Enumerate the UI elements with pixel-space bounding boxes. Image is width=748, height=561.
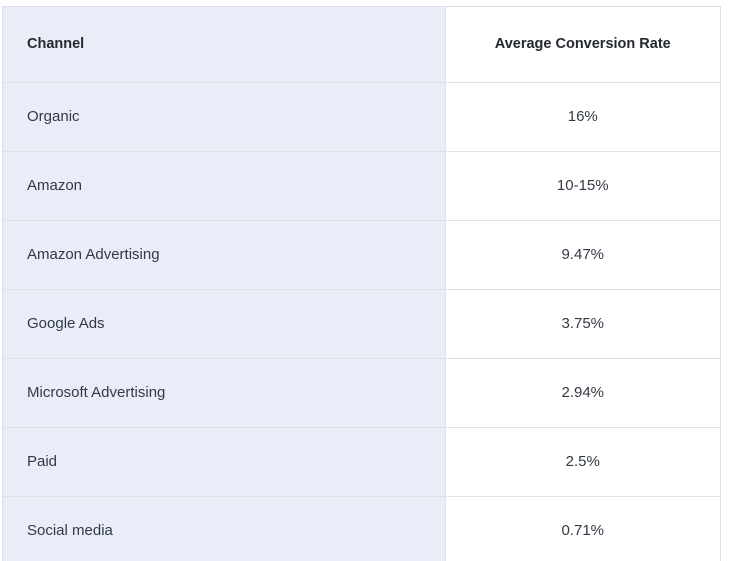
- channel-cell: Organic: [3, 82, 445, 152]
- rate-cell: 3.75%: [444, 289, 720, 359]
- rate-cell: 16%: [444, 82, 720, 152]
- header-average-conversion-rate: Average Conversion Rate: [444, 7, 720, 83]
- table-row: Amazon 10-15%: [3, 151, 720, 221]
- rate-cell: 0.71%: [444, 496, 720, 561]
- table-row: Social media 0.71%: [3, 496, 720, 561]
- header-channel: Channel: [3, 7, 445, 83]
- rate-cell: 9.47%: [444, 220, 720, 290]
- channel-cell: Microsoft Advertising: [3, 358, 445, 428]
- channel-cell: Social media: [3, 496, 445, 561]
- table-row: Google Ads 3.75%: [3, 289, 720, 359]
- channel-cell: Amazon Advertising: [3, 220, 445, 290]
- conversion-rate-table: Channel Average Conversion Rate Organic …: [3, 7, 720, 561]
- table-header-row: Channel Average Conversion Rate: [3, 7, 720, 83]
- channel-cell: Google Ads: [3, 289, 445, 359]
- table-row: Paid 2.5%: [3, 427, 720, 497]
- rate-cell: 2.5%: [444, 427, 720, 497]
- table-body: Organic 16% Amazon 10-15% Amazon Adverti…: [3, 82, 720, 561]
- rate-cell: 10-15%: [444, 151, 720, 221]
- rate-cell: 2.94%: [444, 358, 720, 428]
- table-row: Microsoft Advertising 2.94%: [3, 358, 720, 428]
- channel-cell: Amazon: [3, 151, 445, 221]
- conversion-rate-table-container: Channel Average Conversion Rate Organic …: [2, 6, 721, 561]
- channel-cell: Paid: [3, 427, 445, 497]
- table-row: Amazon Advertising 9.47%: [3, 220, 720, 290]
- table-row: Organic 16%: [3, 82, 720, 152]
- table-header: Channel Average Conversion Rate: [3, 7, 720, 83]
